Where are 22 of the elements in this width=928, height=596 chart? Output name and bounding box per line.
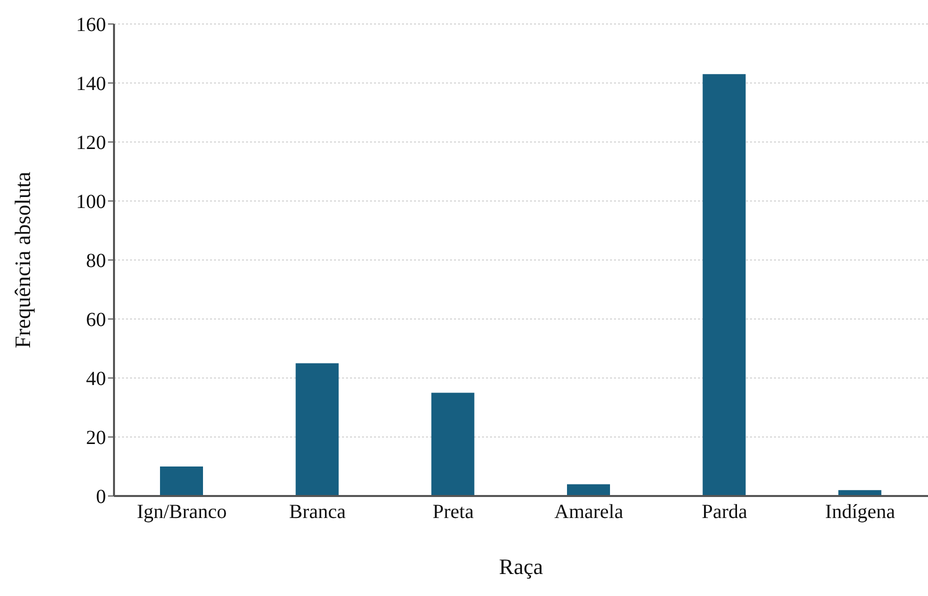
bar	[296, 363, 339, 496]
x-tick-label: Ign/Branco	[136, 501, 227, 524]
x-tick-label: Amarela	[554, 501, 624, 524]
x-tick-label: Indígena	[825, 501, 896, 524]
y-tick-label: 20	[86, 427, 106, 450]
y-tick-label: 60	[86, 309, 106, 332]
y-tick-label: 160	[76, 14, 106, 36]
x-axis-title: Raça	[499, 554, 544, 579]
x-tick-label: Preta	[432, 501, 474, 524]
y-tick-label: 140	[76, 73, 106, 96]
y-tick-label: 100	[76, 191, 106, 214]
bar	[160, 466, 203, 496]
bar	[431, 392, 474, 496]
y-tick-label: 40	[86, 368, 106, 390]
y-tick-label: 80	[86, 250, 106, 272]
x-tick-label: Branca	[289, 501, 346, 524]
x-tick-label: Parda	[702, 501, 748, 524]
y-axis-title: Frequência absoluta	[10, 172, 35, 348]
bar	[567, 484, 610, 496]
bar	[702, 74, 746, 496]
y-tick-label: 0	[96, 486, 106, 508]
y-tick-label: 120	[76, 132, 106, 154]
